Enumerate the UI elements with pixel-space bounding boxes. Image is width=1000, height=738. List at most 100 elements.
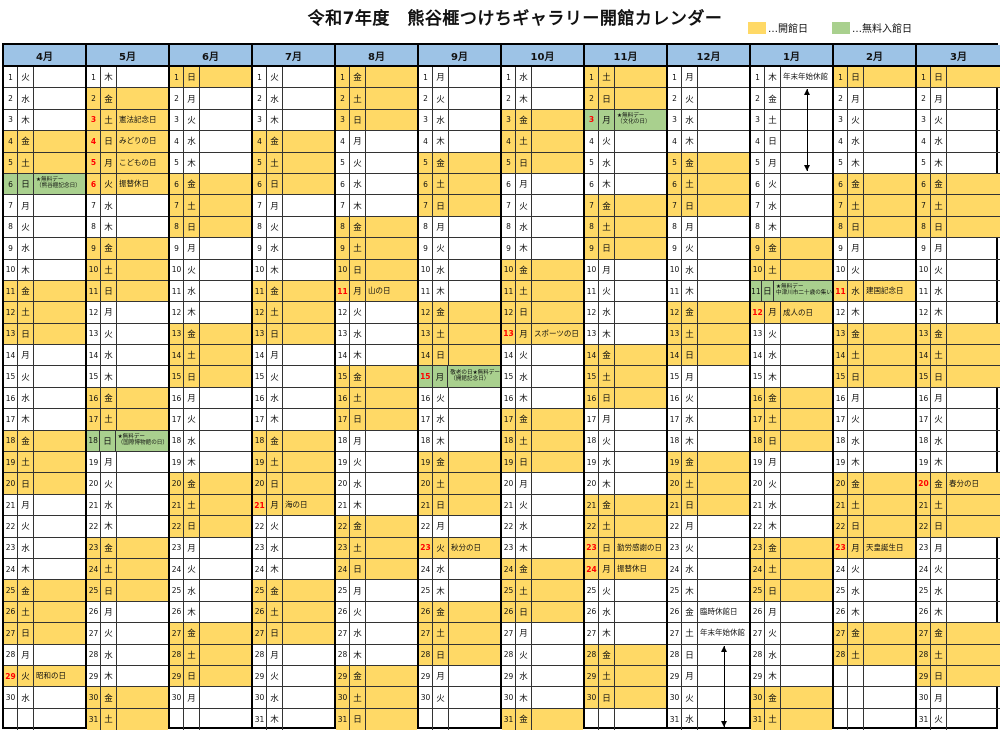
weekday: 水 [433,109,449,131]
day-row: 15 木 [751,366,832,388]
day-note [781,431,832,451]
day-note [117,602,168,622]
day-number: 12 [419,302,433,323]
day-number: 11 [585,280,599,302]
weekday: 火 [599,131,615,152]
weekday: 火 [516,644,532,665]
day-note [283,174,334,194]
weekday: 木 [101,67,117,88]
weekday: 日 [599,238,615,259]
day-note [200,281,251,301]
weekday: 火 [931,708,947,731]
day-note: 憲法記念日 [119,115,157,125]
day-row: 12 金 [419,302,500,324]
day-note [864,709,915,730]
day-row: 12 金 [668,302,749,324]
day-row: 5 月こどもの日 [87,152,168,174]
day-row: 12 木 [834,302,915,324]
weekday: 火 [682,238,698,259]
day-note [864,666,915,686]
day-number: 30 [585,687,599,708]
day-note [200,687,251,707]
day-note [200,645,251,665]
weekday: 金 [848,323,864,345]
weekday: 土 [765,109,781,131]
day-number: 29 [419,665,433,687]
day-number: 21 [751,494,765,516]
weekday: 火 [516,345,532,366]
weekday: 土 [931,494,947,516]
weekday: 月 [350,430,366,452]
day-note [366,345,417,365]
day-row: 17 火 [917,409,1000,431]
day-note [698,473,749,493]
day-number: 11 [253,280,267,302]
day-note [366,153,417,173]
day-row: 30 月 [170,687,251,709]
day-note: 成人の日 [783,307,813,317]
day-number: 31 [917,708,931,731]
day-number: 29 [4,665,18,687]
weekday: 金 [516,708,532,731]
month-header: 6月 [170,45,251,67]
day-note [34,110,85,130]
day-row: 28 月 [4,644,85,666]
day-note [532,260,583,280]
day-number: 3 [502,109,516,131]
weekday: 木 [350,345,366,366]
day-number: 29 [585,665,599,687]
weekday: 火 [350,152,366,173]
weekday: 木 [267,708,283,731]
weekday: 木 [765,665,781,687]
weekday: 金 [350,665,366,687]
day-number: 14 [87,345,101,366]
day-row: 20 金春分の日 [917,473,1000,495]
day-row: 28 土 [170,644,251,666]
weekday: 金 [433,452,449,473]
weekday: 土 [848,345,864,366]
day-note [698,238,749,258]
day-number: 30 [4,687,18,708]
day-number: 8 [419,216,433,238]
weekday: 金 [765,387,781,409]
weekday: 月 [516,323,532,345]
day-note [864,473,915,493]
day-number: 6 [419,173,433,195]
weekday: 水 [267,537,283,558]
month-column: 9月 1 月 2 火 3 水 4 木 5 金 6 土 7 日 8 月 9 火 10 水 11 木 12 金 13 土 14 日 15 月敬老… [419,45,502,731]
day-number: 14 [419,345,433,366]
weekday: 月 [599,409,615,430]
weekday: 木 [931,302,947,323]
weekday: 日 [599,88,615,109]
weekday: 月 [848,238,864,259]
day-number: 20 [834,473,848,494]
day-note [532,431,583,451]
day-number: 12 [751,302,765,323]
weekday: 水 [516,665,532,687]
weekday: 土 [101,109,117,131]
day-note [200,302,251,322]
day-note [449,580,500,600]
day-note [117,666,168,686]
day-note [947,67,1000,87]
day-number: 4 [917,131,931,152]
month-header: 2月 [834,45,915,67]
weekday: 日 [682,195,698,216]
day-note [615,409,666,429]
day-number: 10 [668,259,682,280]
legend-label-open: …開館日 [768,24,808,35]
day-note [34,538,85,558]
day-number: 9 [419,238,433,259]
day-row: 12 月成人の日 [751,302,832,324]
day-note [781,538,832,558]
day-row: 23 火秋分の日 [419,537,500,559]
day-number: 21 [585,494,599,516]
day-row [834,687,915,709]
weekday: 土 [350,88,366,109]
day-note [283,666,334,686]
